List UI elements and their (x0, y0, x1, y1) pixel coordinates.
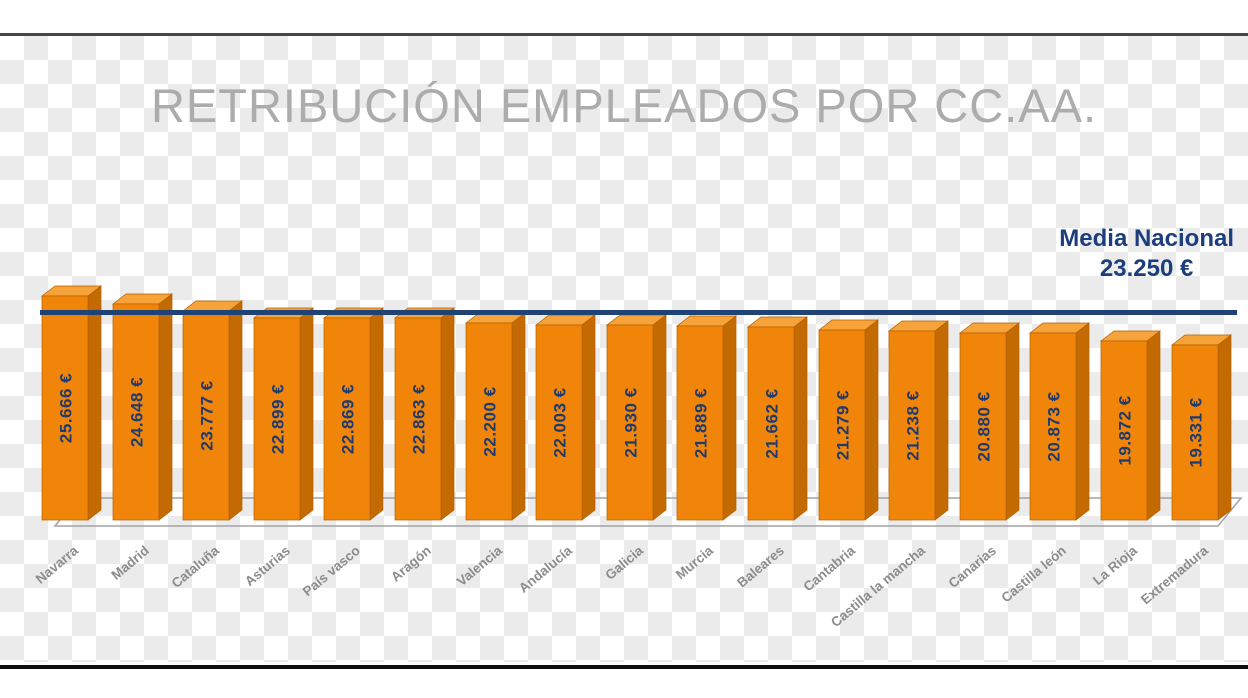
bar-side-face-3 (299, 307, 314, 521)
bar-front-face-0 (41, 295, 89, 521)
media-nacional-reference-line (40, 310, 1237, 315)
bar-side-face-8 (652, 314, 667, 521)
bar-value-label-8: 21.930 € (622, 387, 641, 457)
bar-front-face-7 (535, 324, 583, 521)
bar-front-face-9 (676, 325, 724, 521)
bar-front-face-11 (818, 329, 866, 521)
x-axis-label-16: Extremadura (1138, 542, 1211, 607)
bar-value-label-10: 21.662 € (763, 388, 782, 458)
bottom-white-gap (0, 662, 1248, 665)
x-axis-label-5: Aragón (388, 543, 434, 585)
bar-front-face-1 (112, 303, 160, 521)
bar-side-face-2 (228, 300, 243, 521)
bottom-border-line (0, 665, 1248, 669)
x-axis-label-2: Cataluña (169, 542, 223, 590)
bar-side-face-1 (158, 293, 173, 521)
bar-side-face-7 (581, 314, 596, 521)
bar-side-face-13 (1005, 322, 1020, 521)
bar-side-face-6 (511, 312, 526, 521)
bar-front-face-2 (182, 310, 230, 521)
bar-side-face-16 (1217, 334, 1232, 521)
bar-front-face-12 (888, 330, 936, 521)
bar-value-label-9: 21.889 € (692, 388, 711, 458)
top-border-line (0, 33, 1248, 36)
bar-front-face-10 (747, 326, 795, 521)
bottom-white-strip (0, 669, 1248, 698)
x-axis-label-15: La Rioja (1090, 542, 1140, 588)
bar-front-face-3 (253, 317, 301, 521)
reference-line-annotation: Media Nacional 23.250 € (1059, 224, 1234, 283)
bar-side-face-11 (864, 319, 879, 521)
bar-front-face-15 (1100, 340, 1148, 521)
bar-side-face-14 (1075, 322, 1090, 521)
bar-value-label-13: 20.880 € (975, 391, 994, 461)
bar-side-face-9 (722, 315, 737, 521)
bar-front-face-13 (959, 332, 1007, 521)
top-white-strip (0, 0, 1248, 33)
bar-value-label-14: 20.873 € (1045, 391, 1064, 461)
media-nacional-label: Media Nacional (1059, 225, 1234, 252)
bar-value-label-15: 19.872 € (1116, 395, 1135, 465)
bar-front-face-16 (1171, 344, 1219, 521)
x-axis-label-6: Valencia (454, 542, 505, 589)
bar-value-label-2: 23.777 € (198, 380, 217, 450)
x-axis-label-3: Asturias (242, 543, 293, 589)
bar-front-face-5 (394, 317, 442, 521)
x-axis-label-11: Cantabria (801, 543, 859, 595)
bar-side-face-15 (1146, 330, 1161, 521)
x-axis-label-1: Madrid (108, 543, 152, 583)
bar-front-face-14 (1029, 332, 1077, 521)
chart-title: RETRIBUCIÓN EMPLEADOS POR CC.AA. (150, 79, 1098, 132)
bar-side-face-4 (369, 307, 384, 521)
bar-side-face-0 (87, 285, 102, 521)
bar-value-label-5: 22.863 € (410, 384, 429, 454)
bar-front-face-8 (606, 324, 654, 521)
bar-side-face-10 (793, 316, 808, 521)
bar-value-label-11: 21.279 € (834, 390, 853, 460)
x-axis-label-0: Navarra (33, 542, 82, 586)
bar-side-face-5 (440, 307, 455, 521)
bar-side-face-12 (934, 320, 949, 521)
bar-value-label-12: 21.238 € (904, 390, 923, 460)
bar-value-label-3: 22.899 € (269, 384, 288, 454)
x-axis-label-7: Andalucía (516, 542, 575, 595)
bar-value-label-4: 22.869 € (339, 384, 358, 454)
x-axis-label-10: Baleares (734, 543, 787, 591)
bar-value-label-1: 24.648 € (128, 377, 147, 447)
bar-front-face-4 (323, 317, 371, 521)
x-axis-label-13: Canarias (946, 543, 999, 591)
x-axis-label-14: Castilla león (998, 543, 1069, 606)
media-nacional-value: 23.250 € (1099, 254, 1194, 282)
bar-value-label-16: 19.331 € (1187, 397, 1206, 467)
bar-front-face-6 (465, 322, 513, 521)
x-axis-label-8: Galicia (602, 542, 646, 582)
bar-value-label-0: 25.666 € (57, 373, 76, 443)
x-axis-label-4: País vasco (300, 543, 363, 599)
x-axis-label-9: Murcia (673, 542, 716, 582)
bar-value-label-7: 22.003 € (551, 387, 570, 457)
bar-value-label-6: 22.200 € (481, 386, 500, 456)
